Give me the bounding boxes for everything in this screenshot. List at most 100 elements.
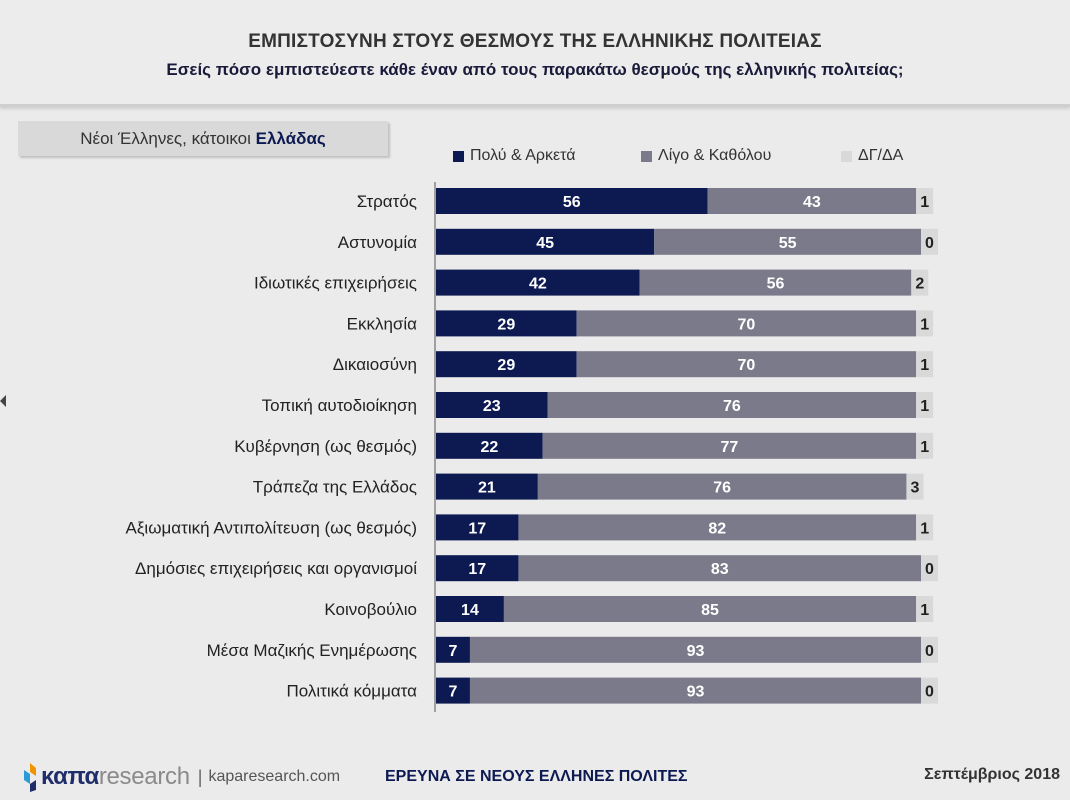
legend-swatch-series2 xyxy=(641,150,652,162)
data-label-series1: 7 xyxy=(449,684,458,701)
bar-segment-series3 xyxy=(916,514,934,541)
bar-segment-series2 xyxy=(547,392,917,418)
category-label: Δημόσιες επιχειρήσεις και οργανισμοί xyxy=(135,559,417,578)
bar-segment-series1 xyxy=(436,188,708,214)
data-label-series2: 83 xyxy=(711,561,729,578)
data-label-series2: 76 xyxy=(713,480,731,497)
bar-segment-series1 xyxy=(436,636,470,663)
data-label-series1: 21 xyxy=(478,480,496,497)
data-label-series2: 85 xyxy=(701,602,719,619)
bar-segment-series1 xyxy=(436,310,577,337)
legend-label-series3: ΔΓ/ΔΑ xyxy=(858,147,904,164)
data-label-series1: 17 xyxy=(468,520,486,537)
bar-segment-series1 xyxy=(436,514,519,541)
footer-survey-name: ΕΡΕΥΝΑ ΣΕ ΝΕΟΥΣ ΕΛΛΗΝΕΣ ΠΟΛΙΤΕΣ xyxy=(385,768,688,785)
footer-date: Σεπτέμβριος 2018 xyxy=(924,766,1060,783)
logo-text-research: research xyxy=(98,763,190,790)
data-label-series3: 1 xyxy=(920,520,929,537)
bar-segment-series1 xyxy=(436,596,504,622)
category-label: Ιδιωτικές επιχειρήσεις xyxy=(254,274,417,293)
bar-segment-series2 xyxy=(469,636,921,663)
bar-segment-series2 xyxy=(469,677,921,704)
data-label-series1: 14 xyxy=(461,602,479,619)
bar-segment-series3 xyxy=(916,596,934,622)
category-label: Κυβέρνηση (ως θεσμός) xyxy=(234,437,417,456)
legend-swatch-series1 xyxy=(453,150,464,162)
data-label-series1: 23 xyxy=(483,398,501,415)
bar-segment-series2 xyxy=(518,514,917,541)
category-label: Μέσα Μαζικής Ενημέρωσης xyxy=(207,641,417,660)
bar-segment-series2 xyxy=(576,351,917,378)
data-label-series3: 1 xyxy=(920,439,929,456)
page-subtitle: Εσείς πόσο εμπιστεύεστε κάθε έναν από το… xyxy=(166,60,904,79)
category-label: Τοπική αυτοδιοίκηση xyxy=(262,396,417,415)
bar-segment-series2 xyxy=(518,555,921,582)
data-label-series3: 0 xyxy=(925,561,934,578)
bar-segment-series2 xyxy=(707,188,917,214)
data-label-series2: 93 xyxy=(687,643,705,660)
page-title: ΕΜΠΙΣΤΟΣΥΝΗ ΣΤΟΥΣ ΘΕΣΜΟΥΣ ΤΗΣ ΕΛΛΗΝΙΚΗΣ … xyxy=(248,31,822,52)
bar-segment-series2 xyxy=(639,269,912,296)
bar-segment-series3 xyxy=(921,636,938,663)
bar-segment-series2 xyxy=(654,228,921,255)
bar-segment-series2 xyxy=(537,473,907,500)
legend-item-series1: Πολύ & Αρκετά xyxy=(453,147,575,165)
data-label-series3: 2 xyxy=(915,276,924,293)
bar-segment-series1 xyxy=(436,677,470,704)
bar-segment-series3 xyxy=(916,188,934,214)
data-label-series1: 42 xyxy=(529,276,547,293)
data-label-series2: 55 xyxy=(779,235,797,252)
bar-segment-series1 xyxy=(436,473,538,500)
category-label: Αξιωματική Αντιπολίτευση (ως θεσμός) xyxy=(125,518,417,537)
bar-segment-series1 xyxy=(436,555,519,582)
category-label: Στρατός xyxy=(357,192,417,211)
data-label-series2: 43 xyxy=(803,194,821,211)
data-label-series3: 1 xyxy=(920,194,929,211)
data-label-series2: 77 xyxy=(721,439,739,456)
data-label-series3: 0 xyxy=(925,684,934,701)
footer-separator: | xyxy=(197,766,203,787)
bar-segment-series3 xyxy=(906,473,924,500)
data-label-series3: 1 xyxy=(920,398,929,415)
data-label-series3: 0 xyxy=(925,235,934,252)
footer-url-link[interactable]: kaparesearch.com xyxy=(208,768,341,785)
data-label-series1: 45 xyxy=(536,235,554,252)
data-label-series3: 1 xyxy=(920,316,929,333)
legend-label-series1: Πολύ & Αρκετά xyxy=(470,147,576,164)
bar-segment-series2 xyxy=(576,310,917,337)
data-label-series1: 7 xyxy=(449,643,458,660)
data-label-series1: 56 xyxy=(563,194,581,211)
data-label-series2: 93 xyxy=(687,684,705,701)
category-label: Τράπεζα της Ελλάδος xyxy=(253,478,417,497)
data-label-series3: 1 xyxy=(920,602,929,619)
bar-segment-series3 xyxy=(921,555,938,582)
bar-segment-series1 xyxy=(436,351,577,378)
logo-text-kapa: καπα xyxy=(41,763,99,790)
bar-segment-series1 xyxy=(436,392,548,418)
bar-segment-series1 xyxy=(436,432,543,459)
data-label-series3: 0 xyxy=(925,643,934,660)
category-label: Πολιτικά κόμματα xyxy=(287,682,418,701)
legend-swatch-series3 xyxy=(841,150,852,162)
data-label-series2: 70 xyxy=(738,357,756,374)
bar-segment-series2 xyxy=(503,596,917,622)
category-label: Δικαιοσύνη xyxy=(333,355,417,374)
data-label-series1: 29 xyxy=(497,316,515,333)
bar-segment-series2 xyxy=(542,432,917,459)
category-label: Αστυνομία xyxy=(338,233,417,252)
sample-label-box: Νέοι Έλληνες, κάτοικοι Ελλάδας xyxy=(18,121,388,156)
bar-segment-series3 xyxy=(921,228,938,255)
data-label-series2: 76 xyxy=(723,398,741,415)
data-label-series1: 29 xyxy=(497,357,515,374)
data-label-series2: 56 xyxy=(767,276,785,293)
sample-label-highlight: Ελλάδας xyxy=(255,129,326,148)
data-label-series1: 22 xyxy=(480,439,498,456)
left-arrow-icon[interactable] xyxy=(0,395,6,407)
bar-segment-series3 xyxy=(916,351,934,378)
data-label-series3: 1 xyxy=(920,357,929,374)
bar-segment-series3 xyxy=(916,392,934,418)
legend-label-series2: Λίγο & Καθόλου xyxy=(658,147,772,164)
bar-segment-series1 xyxy=(436,269,640,296)
footer-logo: καπα research | kaparesearch.com xyxy=(22,762,340,792)
